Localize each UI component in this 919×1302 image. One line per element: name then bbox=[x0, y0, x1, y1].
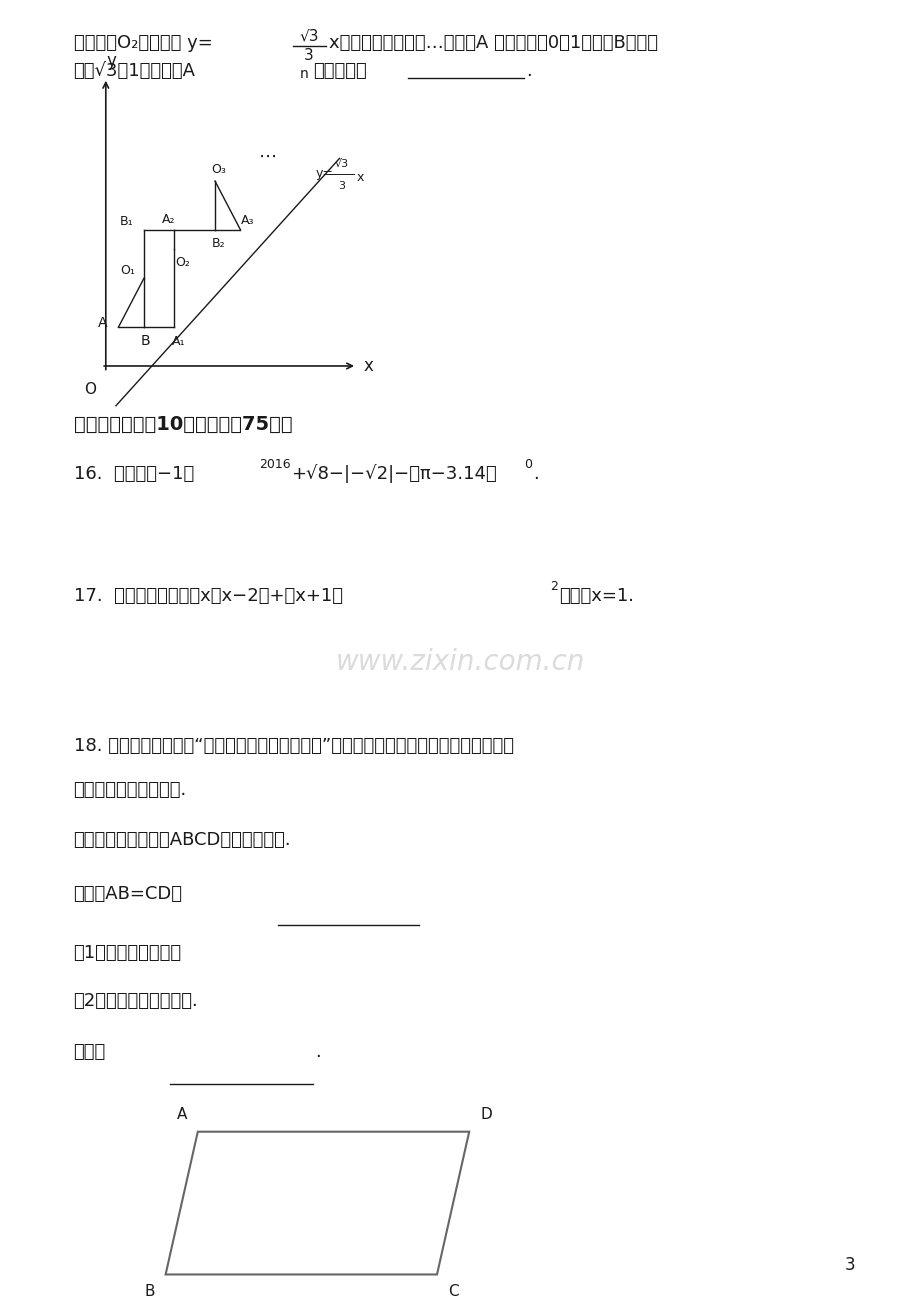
Text: .: . bbox=[533, 465, 539, 483]
Text: O₃: O₃ bbox=[211, 163, 226, 176]
Text: ⋯: ⋯ bbox=[259, 147, 277, 165]
Text: .: . bbox=[314, 1043, 320, 1061]
Text: 已知：如图，四边形ABCD是平行四边形.: 已知：如图，四边形ABCD是平行四边形. bbox=[74, 831, 291, 849]
Text: 3: 3 bbox=[304, 48, 313, 62]
Text: C: C bbox=[448, 1284, 459, 1299]
Text: 17.  先化简，再求值：x（x−2）+（x+1）: 17. 先化简，再求值：x（x−2）+（x+1） bbox=[74, 587, 342, 604]
Text: A₂: A₂ bbox=[162, 212, 175, 225]
Text: 三、解答题（共10小题，满分75分）: 三、解答题（共10小题，满分75分） bbox=[74, 415, 292, 435]
Text: ，其中x=1.: ，其中x=1. bbox=[559, 587, 634, 604]
Text: 2016: 2016 bbox=[259, 458, 290, 471]
Text: 是（√3，1），则点A: 是（√3，1），则点A bbox=[74, 62, 196, 81]
Text: 16.  计算：（−1）: 16. 计算：（−1） bbox=[74, 465, 194, 483]
Text: O₂: O₂ bbox=[176, 255, 190, 268]
Text: O₁: O₁ bbox=[119, 264, 135, 277]
Text: （2）请你写出证明过程.: （2）请你写出证明过程. bbox=[74, 992, 199, 1009]
Text: 证明：: 证明： bbox=[74, 1043, 106, 1061]
Text: （1）补全求证部分；: （1）补全求证部分； bbox=[74, 944, 182, 961]
Text: x: x bbox=[356, 171, 363, 184]
Text: .: . bbox=[526, 62, 531, 81]
Text: 3: 3 bbox=[338, 181, 345, 191]
Text: A: A bbox=[176, 1108, 187, 1122]
Text: 的横坐标是: 的横坐标是 bbox=[312, 62, 366, 81]
Text: x上，依次进行下去…，若点A 的坐标是（0，1），点B的坐标: x上，依次进行下去…，若点A 的坐标是（0，1），点B的坐标 bbox=[329, 34, 658, 52]
Text: A₁: A₁ bbox=[172, 335, 185, 348]
Text: n: n bbox=[300, 68, 309, 82]
Text: B₂: B₂ bbox=[212, 237, 226, 250]
Text: 0: 0 bbox=[524, 458, 532, 471]
Text: 下已知和不完整的求证.: 下已知和不完整的求证. bbox=[74, 781, 187, 799]
Text: y: y bbox=[107, 52, 116, 70]
Text: A₃: A₃ bbox=[241, 214, 255, 227]
Text: B₁: B₁ bbox=[119, 215, 133, 228]
Text: A: A bbox=[98, 315, 108, 329]
Text: √3: √3 bbox=[299, 29, 319, 43]
Text: 求证：AB=CD，: 求证：AB=CD， bbox=[74, 885, 182, 904]
Text: 18. 某同学要证明命题“平行四边形的对边相等。”是正确的，他画出了图形，并写出了如: 18. 某同学要证明命题“平行四边形的对边相等。”是正确的，他画出了图形，并写出… bbox=[74, 737, 513, 755]
Text: O: O bbox=[85, 381, 96, 397]
Text: 3: 3 bbox=[844, 1256, 855, 1275]
Text: √3: √3 bbox=[335, 159, 348, 168]
Text: D: D bbox=[480, 1108, 492, 1122]
Text: 的对应点O₂落在直线 y=: 的对应点O₂落在直线 y= bbox=[74, 34, 212, 52]
Text: +√8−|−√2|−（π−3.14）: +√8−|−√2|−（π−3.14） bbox=[290, 465, 496, 483]
Text: y=: y= bbox=[315, 167, 334, 180]
Text: B: B bbox=[140, 333, 150, 348]
Text: x: x bbox=[363, 357, 373, 375]
Text: B: B bbox=[144, 1284, 154, 1299]
Text: www.zixin.com.cn: www.zixin.com.cn bbox=[335, 648, 584, 676]
Text: 2: 2 bbox=[550, 581, 558, 594]
